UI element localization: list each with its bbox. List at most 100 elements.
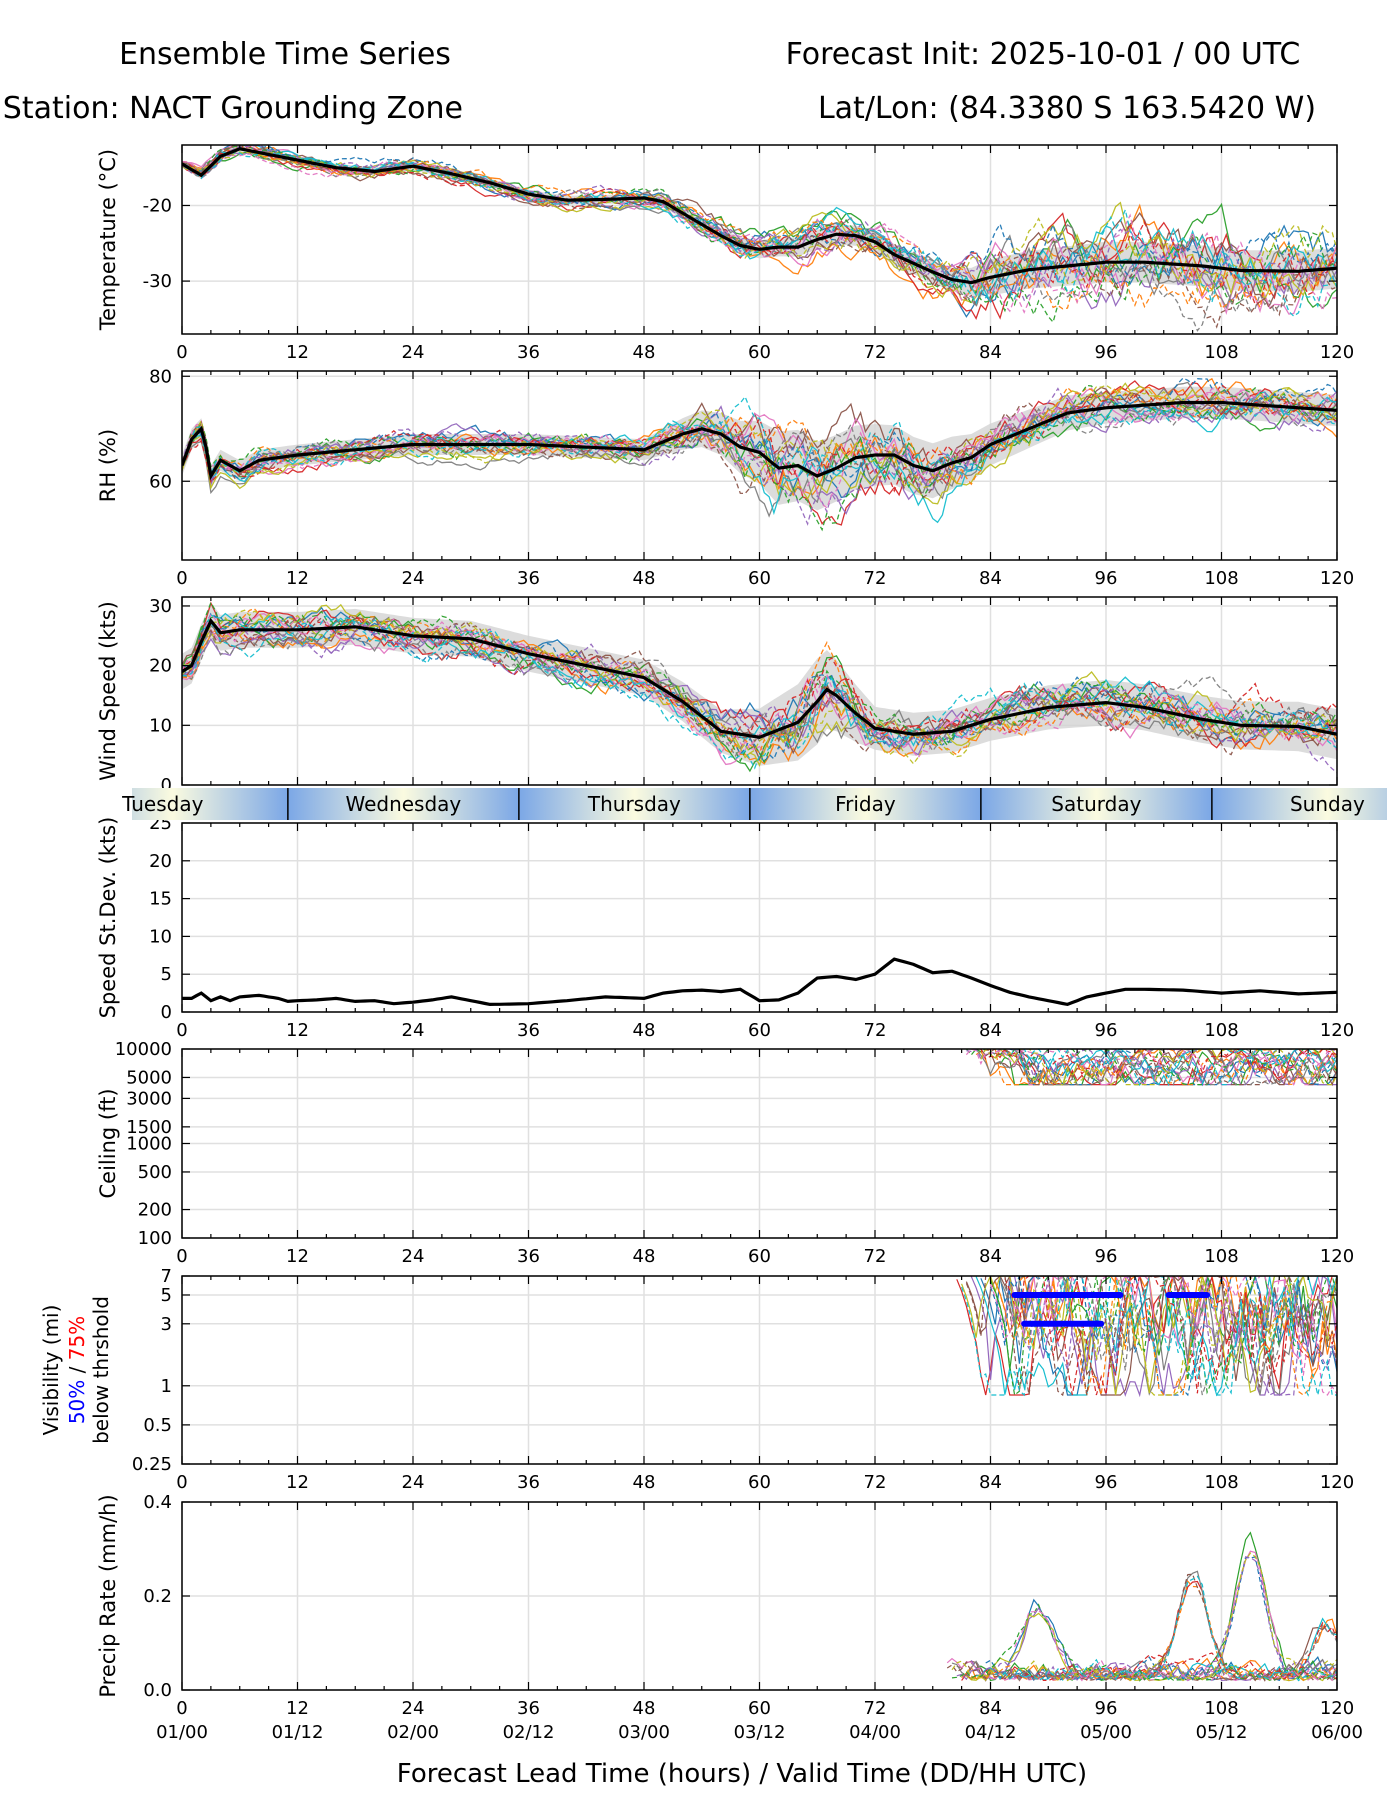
- day-band-segment: [749, 788, 981, 820]
- ensemble-member-line: [1004, 1623, 1337, 1682]
- valid-time-label: 03/00: [618, 1722, 670, 1743]
- x-tick-label: 108: [1204, 1020, 1238, 1041]
- ensemble-member-line: [1014, 1049, 1337, 1086]
- ensemble-member-line: [182, 395, 1337, 479]
- valid-time-label: 02/12: [503, 1722, 555, 1743]
- x-tick-label: 84: [979, 1698, 1002, 1719]
- day-label: Thursday: [587, 792, 681, 816]
- x-tick-label: 108: [1204, 1698, 1238, 1719]
- day-band-segment: [518, 788, 750, 820]
- x-tick-label: 84: [979, 342, 1002, 363]
- x-tick-label: 120: [1320, 1246, 1354, 1267]
- ensemble-member-line: [182, 145, 1337, 332]
- ensemble-member-line: [182, 392, 1337, 499]
- x-tick-label: 36: [517, 1698, 540, 1719]
- ensemble-member-line: [182, 614, 1337, 770]
- ensemble-member-line: [961, 1276, 1337, 1397]
- figure-title: Ensemble Time Series: [119, 37, 451, 72]
- series-group-speed_sd: [182, 957, 1337, 1007]
- y-tick-label: 200: [138, 1200, 172, 1221]
- y-tick-label: 1: [161, 1376, 172, 1397]
- y-tick-label: 1500: [126, 1117, 172, 1138]
- ensemble-member-line: [182, 612, 1337, 748]
- y-tick-label: 500: [138, 1162, 172, 1183]
- threshold-75-label: 75%: [65, 1316, 89, 1360]
- x-tick-label: 72: [864, 1472, 887, 1493]
- y-axis-label: RH (%): [96, 429, 120, 502]
- x-tick-label: 84: [979, 1020, 1002, 1041]
- x-tick-label: 96: [1095, 1246, 1118, 1267]
- x-tick-label: 12: [286, 1020, 309, 1041]
- x-tick-label: 108: [1204, 1472, 1238, 1493]
- y-tick-label: 0: [161, 1002, 172, 1023]
- x-tick-label: 72: [864, 568, 887, 589]
- x-tick-label: 12: [286, 1472, 309, 1493]
- x-tick-label: 60: [748, 568, 771, 589]
- x-tick-label: 24: [402, 1472, 425, 1493]
- series-group-rh: [182, 377, 1337, 532]
- ensemble-member-line: [182, 150, 1337, 294]
- y-tick-label: -30: [143, 271, 172, 292]
- x-tick-label: 60: [748, 1472, 771, 1493]
- x-tick-label: 120: [1320, 1698, 1354, 1719]
- x-tick-label: 120: [1320, 1020, 1354, 1041]
- y-tick-label: -20: [143, 195, 172, 216]
- ensemble-member-line: [1004, 1276, 1337, 1396]
- x-tick-label: 60: [748, 342, 771, 363]
- y-tick-label: 3: [161, 1314, 172, 1335]
- series-group-wind: [182, 601, 1337, 774]
- y-axis-label: Speed St.Dev. (kts): [96, 817, 120, 1019]
- ensemble-member-line: [1004, 1276, 1337, 1396]
- x-tick-label: 0: [176, 1246, 187, 1267]
- ensemble-member-line: [951, 1603, 1337, 1681]
- x-tick-label: 12: [286, 1698, 309, 1719]
- x-tick-label: 24: [402, 568, 425, 589]
- x-tick-label: 36: [517, 1472, 540, 1493]
- day-band-segment: [132, 788, 288, 820]
- x-tick-label: 84: [979, 1246, 1002, 1267]
- x-tick-label: 48: [633, 1698, 656, 1719]
- ensemble-mean-line: [182, 147, 1337, 285]
- valid-time-label: 01/12: [272, 1722, 324, 1743]
- ensemble-member-line: [989, 1276, 1337, 1396]
- valid-time-label: 05/00: [1080, 1722, 1132, 1743]
- y-tick-label: 0.25: [132, 1454, 172, 1475]
- x-tick-label: 0: [176, 342, 187, 363]
- threshold-separator: /: [65, 1360, 89, 1379]
- ensemble-member-line: [182, 616, 1337, 757]
- day-band-segment: [1211, 788, 1387, 820]
- valid-time-label: 05/12: [1196, 1722, 1248, 1743]
- ensemble-mean-line: [182, 400, 1337, 481]
- valid-time-label: 04/00: [849, 1722, 901, 1743]
- ensemble-member-line: [965, 1049, 1337, 1086]
- x-tick-label: 0: [176, 1472, 187, 1493]
- x-tick-label: 120: [1320, 1472, 1354, 1493]
- y-axis-label-threshold: 50% / 75%: [65, 1316, 89, 1424]
- y-tick-label: 0.5: [143, 1415, 172, 1436]
- ensemble-member-line: [1009, 1276, 1337, 1396]
- x-tick-label: 48: [633, 568, 656, 589]
- x-tick-label: 48: [633, 1020, 656, 1041]
- x-tick-label: 0: [176, 568, 187, 589]
- x-tick-label: 96: [1095, 1472, 1118, 1493]
- x-tick-label: 108: [1204, 568, 1238, 589]
- latlon-label: Lat/Lon: (84.3380 S 163.5420 W): [818, 91, 1316, 126]
- x-tick-label: 36: [517, 1246, 540, 1267]
- series-group-visibility: [956, 1276, 1337, 1398]
- ensemble-member-line: [182, 377, 1337, 482]
- series-group-ceiling: [965, 1049, 1337, 1087]
- y-tick-label: 20: [149, 656, 172, 677]
- valid-time-label: 01/00: [156, 1722, 208, 1743]
- ensemble-member-line: [182, 145, 1337, 302]
- x-tick-label: 0: [176, 1020, 187, 1041]
- y-axis-label: Wind Speed (kts): [96, 601, 120, 781]
- x-tick-label: 72: [864, 1246, 887, 1267]
- ensemble-member-line: [951, 1552, 1337, 1682]
- ensemble-member-line: [182, 609, 1337, 765]
- forecast-init-label: Forecast Init: 2025-10-01 / 00 UTC: [786, 37, 1301, 72]
- x-tick-label: 96: [1095, 342, 1118, 363]
- y-tick-label: 5: [161, 964, 172, 985]
- y-axis-label: Visibility (mi): [39, 1305, 63, 1436]
